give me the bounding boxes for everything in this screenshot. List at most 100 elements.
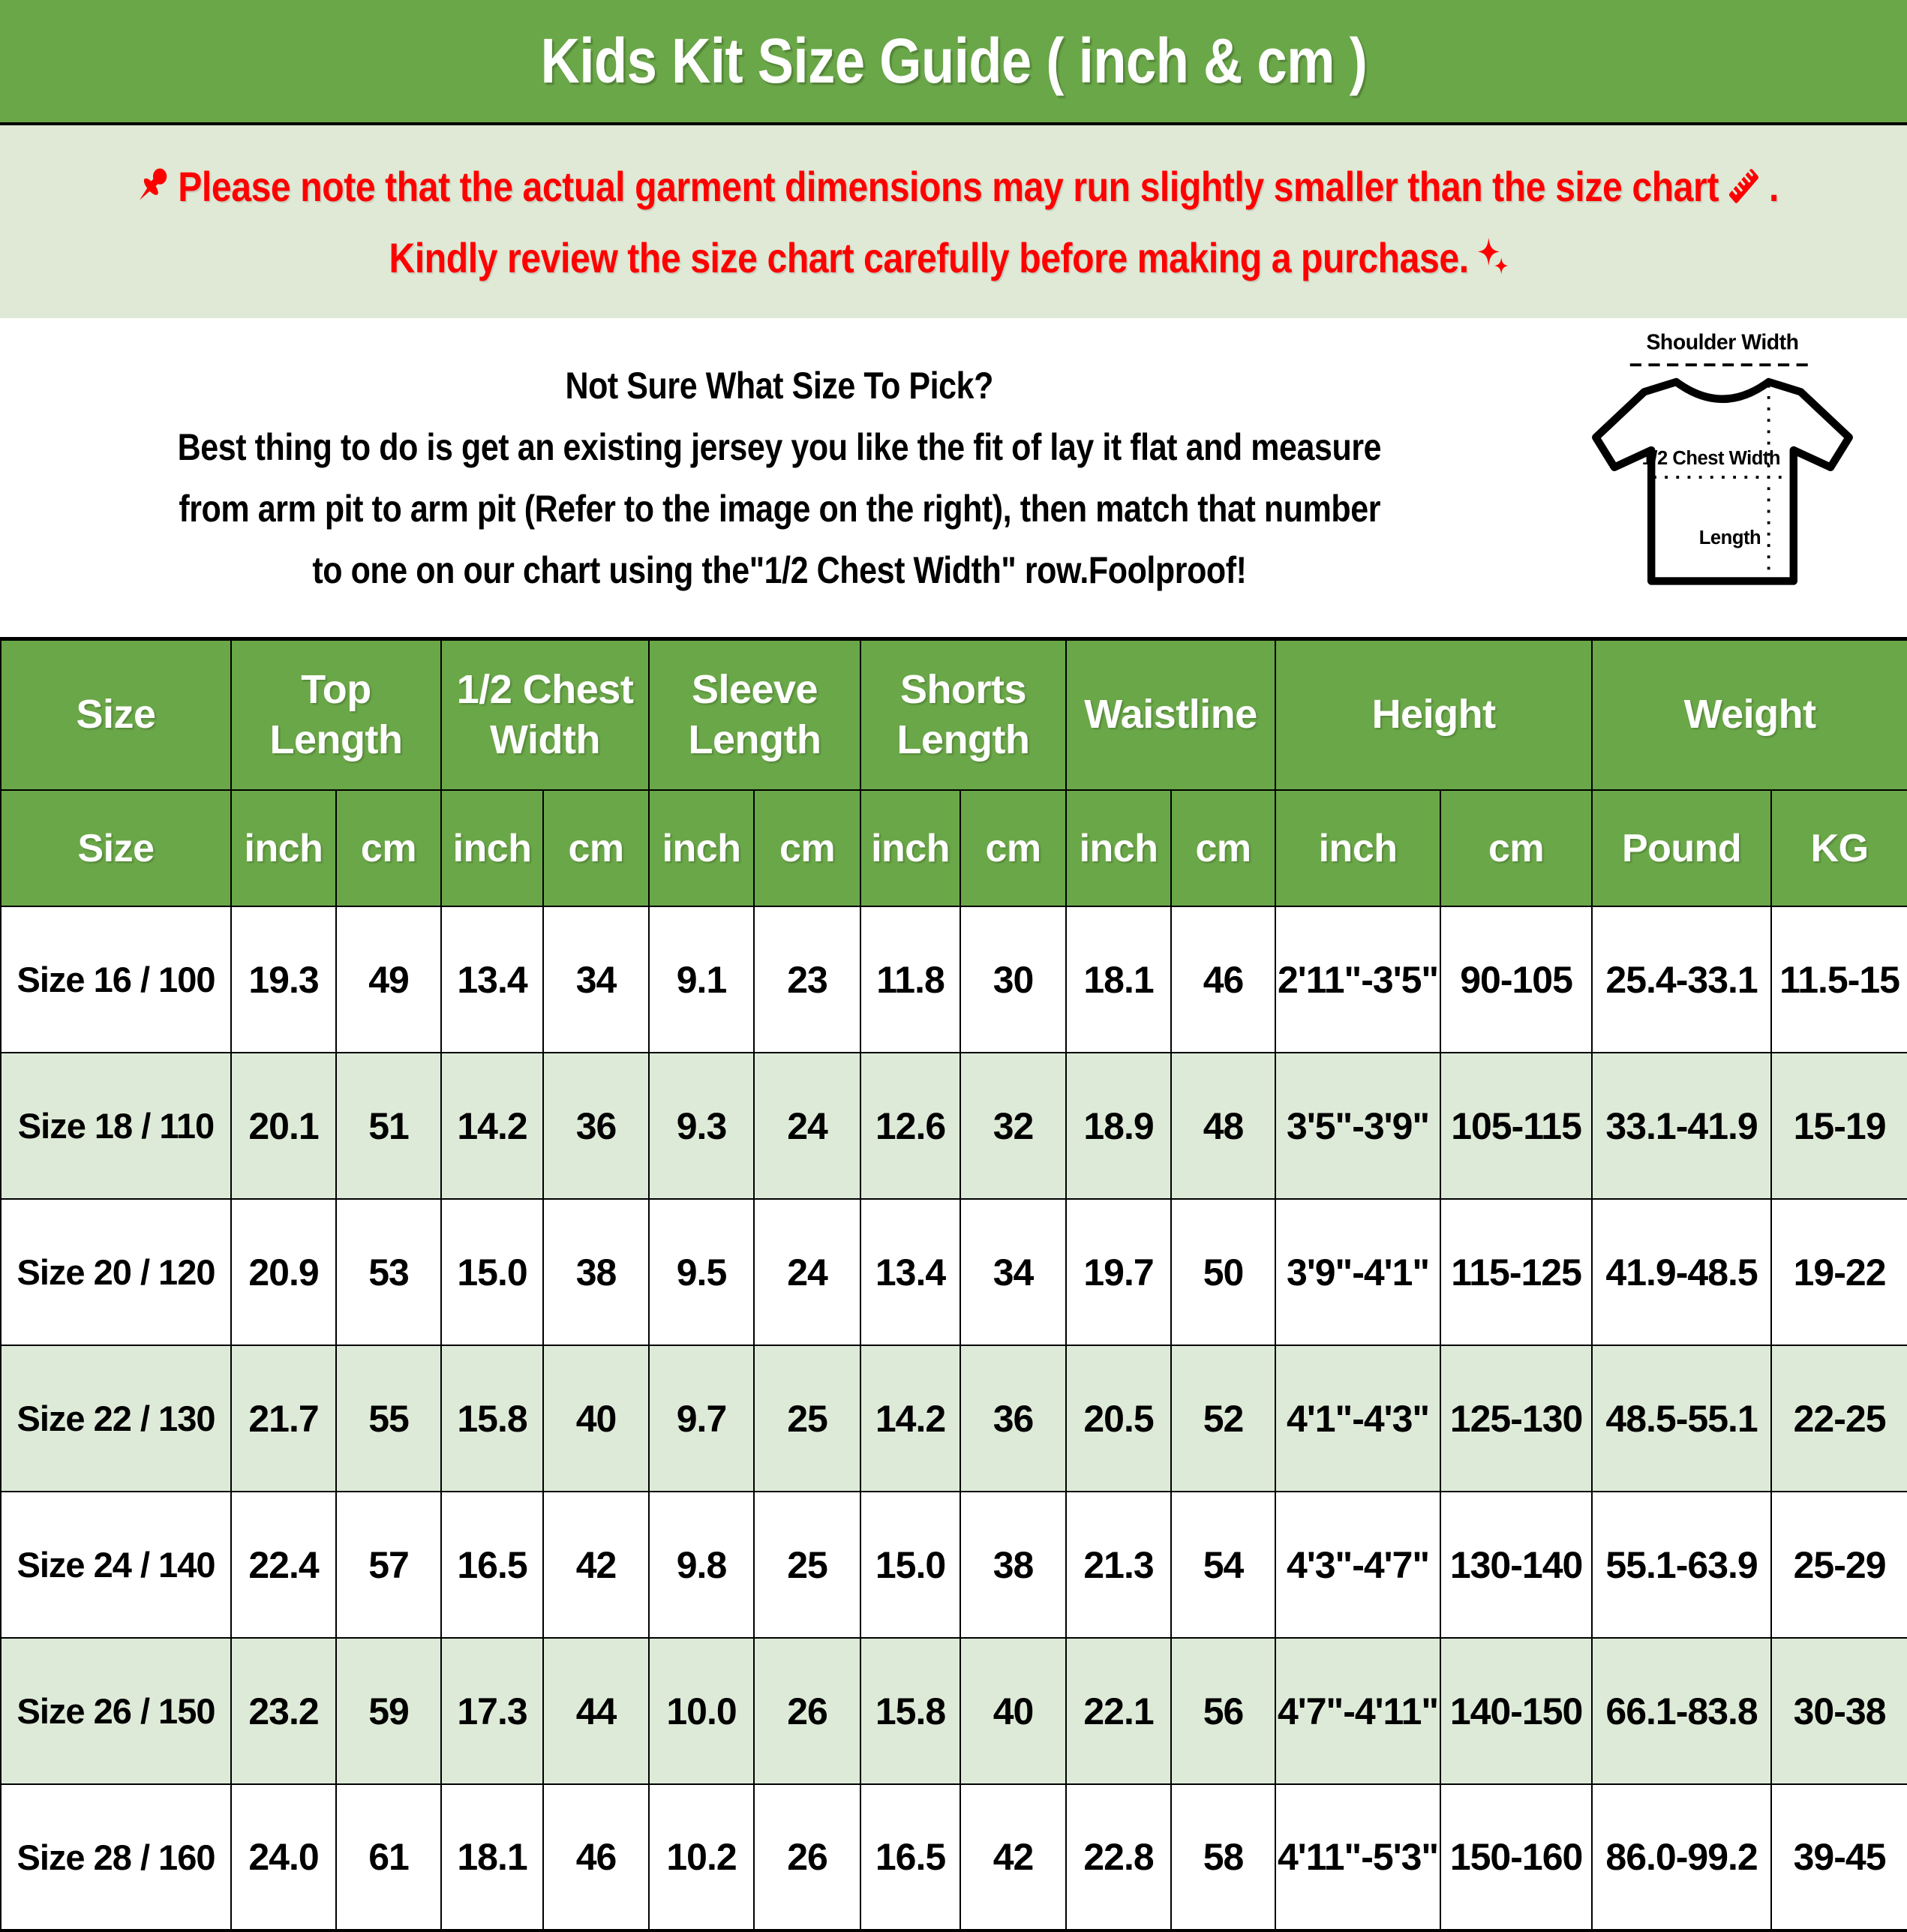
info-text-block: Not Sure What Size To Pick? Best thing t… [0, 318, 1559, 637]
table-cell: 26 [753, 1637, 862, 1785]
sub-header-pound: Pound [1591, 789, 1773, 907]
row-size-label: Size 20 / 120 [0, 1198, 232, 1346]
tshirt-measure-diagram: Shoulder Width 1/2 Chest Width Length [1559, 318, 1907, 637]
info-title: Not Sure What Size To Pick? [565, 364, 994, 407]
table-cell: 22.8 [1065, 1783, 1173, 1931]
table-cell: 9.5 [648, 1198, 755, 1346]
sub-header-cm: cm [960, 789, 1068, 907]
table-cell: 39-45 [1770, 1783, 1907, 1931]
table-row: Size 24 / 140 22.4 57 16.5 42 9.8 25 15.0 38 21.3… [0, 1491, 1907, 1639]
table-cell: 30 [960, 906, 1068, 1053]
table-cell: 21.7 [230, 1345, 337, 1492]
sub-header-inch: inch [860, 789, 962, 907]
table-cell: 14.2 [860, 1345, 962, 1492]
table-cell: 2'11"-3'5" [1275, 906, 1442, 1053]
sub-header-inch: inch [1065, 789, 1173, 907]
table-cell: 53 [335, 1198, 443, 1346]
table-cell: 9.7 [648, 1345, 755, 1492]
table-cell: 10.0 [648, 1637, 755, 1785]
info-line-1: Best thing to do is get an existing jers… [177, 425, 1382, 468]
pushpin-icon [134, 164, 172, 208]
table-cell: 9.3 [648, 1052, 755, 1200]
table-cell: 48 [1170, 1052, 1277, 1200]
column-header-sleeve-length: Sleeve Length [648, 638, 862, 791]
table-cell: 42 [960, 1783, 1068, 1931]
table-cell: 9.1 [648, 906, 755, 1053]
table-row: Size 18 / 110 20.1 51 14.2 36 9.3 24 12.6 32 18.9… [0, 1052, 1907, 1200]
row-size-label: Size 22 / 130 [0, 1345, 232, 1492]
size-table: Size Top Length 1/2 Chest Width Sleeve L… [0, 637, 1907, 1932]
table-row: Size 22 / 130 21.7 55 15.8 40 9.7 25 14.2 36 20.5… [0, 1345, 1907, 1492]
table-cell: 40 [960, 1637, 1068, 1785]
table-cell: 36 [542, 1052, 650, 1200]
table-cell: 57 [335, 1491, 443, 1639]
table-cell: 42 [542, 1491, 650, 1639]
table-cell: 90-105 [1440, 906, 1593, 1053]
length-label: Length [1699, 527, 1761, 548]
table-cell: 54 [1170, 1491, 1277, 1639]
table-cell: 55.1-63.9 [1591, 1491, 1773, 1639]
half-chest-width-label: 1/2 Chest Width [1642, 448, 1781, 469]
table-cell: 18.1 [440, 1783, 545, 1931]
table-cell: 18.9 [1065, 1052, 1173, 1200]
table-cell: 20.1 [230, 1052, 337, 1200]
sub-header-inch: inch [440, 789, 545, 907]
table-cell: 33.1-41.9 [1591, 1052, 1773, 1200]
column-header-height: Height [1275, 638, 1593, 791]
table-cell: 13.4 [440, 906, 545, 1053]
table-cell: 22.1 [1065, 1637, 1173, 1785]
sub-header-cm: cm [542, 789, 650, 907]
row-size-label: Size 16 / 100 [0, 906, 232, 1053]
table-cell: 56 [1170, 1637, 1277, 1785]
table-cell: 4'7"-4'11" [1275, 1637, 1442, 1785]
shoulder-width-label: Shoulder Width [1646, 330, 1798, 354]
table-cell: 48.5-55.1 [1591, 1345, 1773, 1492]
table-cell: 22.4 [230, 1491, 337, 1639]
table-cell: 4'1"-4'3" [1275, 1345, 1442, 1492]
table-cell: 15.8 [860, 1637, 962, 1785]
table-cell: 61 [335, 1783, 443, 1931]
table-cell: 125-130 [1440, 1345, 1593, 1492]
table-cell: 58 [1170, 1783, 1277, 1931]
tshirt-outline [1592, 377, 1853, 585]
sub-header-cm: cm [1440, 789, 1593, 907]
sub-header-cm: cm [335, 789, 443, 907]
row-size-label: Size 26 / 150 [0, 1637, 232, 1785]
table-cell: 30-38 [1770, 1637, 1907, 1785]
table-cell: 17.3 [440, 1637, 545, 1785]
page-header: Kids Kit Size Guide ( inch & cm ) [0, 0, 1907, 125]
table-cell: 32 [960, 1052, 1068, 1200]
table-cell: 25-29 [1770, 1491, 1907, 1639]
table-cell: 21.3 [1065, 1491, 1173, 1639]
table-cell: 19.3 [230, 906, 337, 1053]
column-header-chest-width: 1/2 Chest Width [440, 638, 650, 791]
table-cell: 34 [542, 906, 650, 1053]
table-cell: 55 [335, 1345, 443, 1492]
sub-header-inch: inch [1275, 789, 1442, 907]
sparkles-icon [1476, 236, 1512, 278]
row-size-label: Size 24 / 140 [0, 1491, 232, 1639]
table-cell: 34 [960, 1198, 1068, 1346]
table-row: Size 28 / 160 24.0 61 18.1 46 10.2 26 16.5 42 22.… [0, 1783, 1907, 1931]
table-row: Size 16 / 100 19.3 49 13.4 34 9.1 23 11.8 30 18.1… [0, 906, 1907, 1053]
info-line-3: to one on our chart using the"1/2 Chest … [312, 548, 1247, 591]
table-cell: 4'11"-5'3" [1275, 1783, 1442, 1931]
notice-line-1: Please note that the actual garment dime… [128, 162, 1779, 211]
table-cell: 66.1-83.8 [1591, 1637, 1773, 1785]
table-cell: 25.4-33.1 [1591, 906, 1773, 1053]
page-title: Kids Kit Size Guide ( inch & cm ) [540, 26, 1367, 96]
table-cell: 16.5 [860, 1783, 962, 1931]
table-cell: 24 [753, 1052, 862, 1200]
sub-header-kg: KG [1770, 789, 1907, 907]
table-cell: 52 [1170, 1345, 1277, 1492]
table-cell: 105-115 [1440, 1052, 1593, 1200]
table-cell: 15-19 [1770, 1052, 1907, 1200]
ruler-icon [1725, 164, 1763, 208]
table-cell: 3'5"-3'9" [1275, 1052, 1442, 1200]
table-cell: 16.5 [440, 1491, 545, 1639]
column-header-top-length: Top Length [230, 638, 443, 791]
table-cell: 11.8 [860, 906, 962, 1053]
table-cell: 40 [542, 1345, 650, 1492]
table-row: Size 20 / 120 20.9 53 15.0 38 9.5 24 13.4 34 19.7… [0, 1198, 1907, 1346]
table-cell: 46 [1170, 906, 1277, 1053]
